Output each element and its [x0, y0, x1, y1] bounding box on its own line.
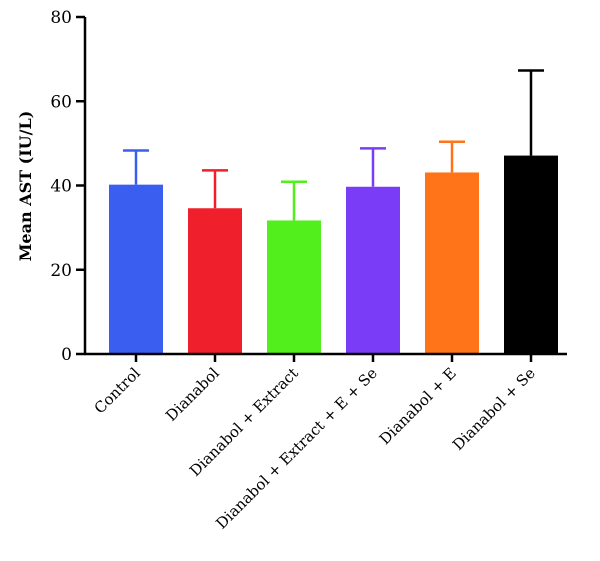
y-axis-title: Mean AST (IU/L)	[16, 111, 35, 262]
category-label: Dianabol + Se	[449, 364, 539, 454]
y-tick-label: 60	[50, 92, 72, 112]
y-axis-ticks: 0 20 40 60 80	[50, 8, 85, 365]
bar	[267, 220, 321, 354]
bar	[504, 155, 558, 354]
bar	[425, 172, 479, 354]
category-label: Dianabol + Extract + E + Se	[212, 364, 381, 533]
category-label: Dianabol	[162, 364, 223, 425]
y-tick-label: 40	[50, 177, 72, 197]
y-tick-label: 80	[50, 8, 72, 28]
bar	[109, 184, 163, 354]
bar	[346, 186, 400, 354]
bars-layer	[109, 155, 558, 354]
category-label: Control	[91, 364, 144, 417]
error-bars-layer	[123, 69, 544, 221]
y-tick-label: 20	[50, 261, 72, 281]
y-tick-label: 0	[61, 345, 72, 365]
bar	[188, 208, 242, 354]
category-label: Dianabol + E	[376, 364, 460, 448]
